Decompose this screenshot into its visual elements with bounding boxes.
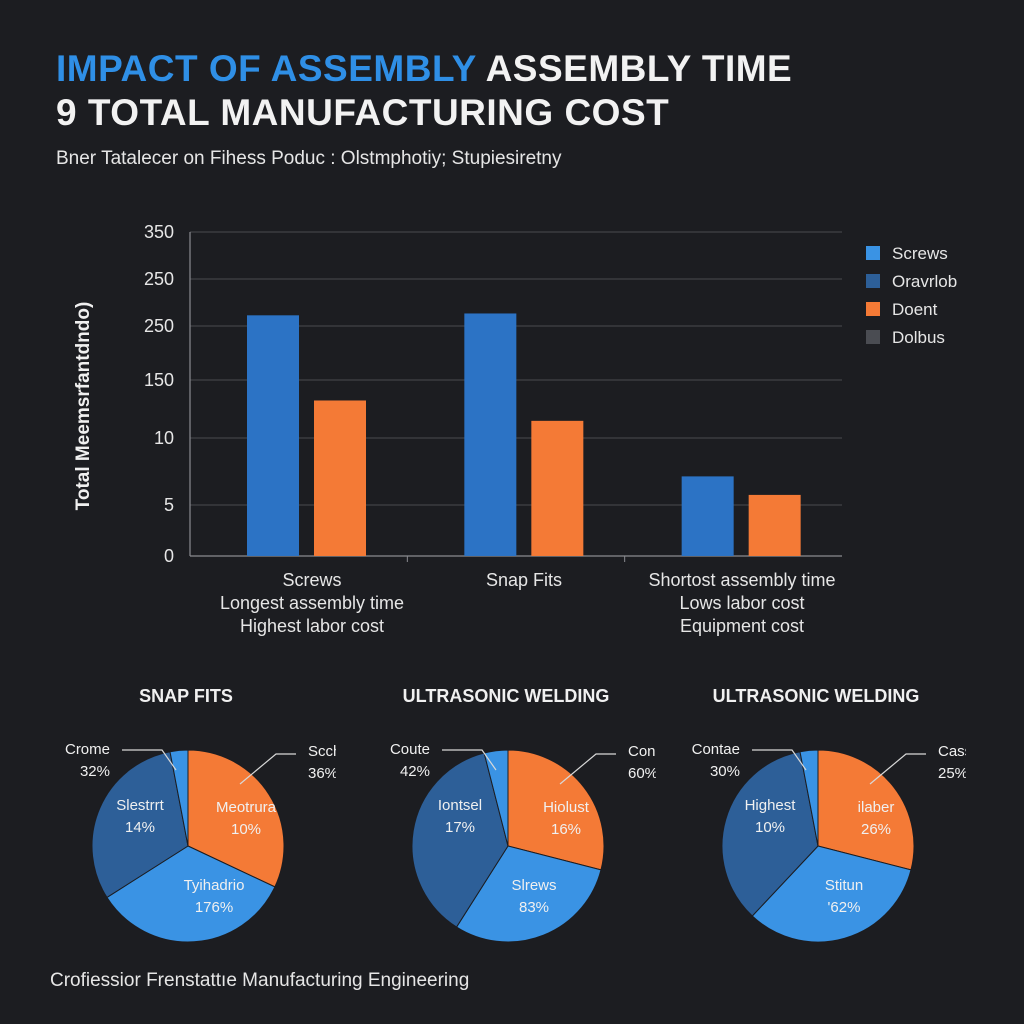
pie-inner-label: Slrews <box>511 877 556 894</box>
pie-title-1: SNAP FITS <box>139 686 233 706</box>
bar-screws-1 <box>247 315 299 556</box>
bar-doent-3 <box>748 494 801 556</box>
pie-chart-snap-fits: Scchns 36% Meotrura 10% Tyihadrio 176% Slestrr… <box>65 741 336 943</box>
pie-slice <box>169 749 189 847</box>
leader-line <box>122 749 177 771</box>
pie-outside-label: Coute <box>390 741 430 758</box>
pie-slice <box>751 845 912 943</box>
legend-swatch <box>866 246 880 260</box>
x-category-label: Lows labor cost <box>679 593 804 613</box>
pie-inner-pct: 83% <box>519 899 549 916</box>
pie-outside-pct: 42% <box>400 763 430 780</box>
pie-outside-pct: 36% <box>308 765 336 782</box>
legend-label: Screws <box>892 244 948 263</box>
y-tick-label: 5 <box>164 495 174 515</box>
chart-title-accent: IMPACT OF ASSEMBLY <box>56 48 477 89</box>
pie-outside-pct: 32% <box>80 763 110 780</box>
pie-outside-label: Condsls <box>628 743 656 760</box>
pie-slice <box>507 749 605 871</box>
pie-inner-pct: 16% <box>551 821 581 838</box>
pie-inner-label: ilaber <box>858 799 895 816</box>
pie-slice <box>721 751 819 917</box>
pie-inner-label: Hiolust <box>543 799 590 816</box>
bar-chart: 350 250 250 150 10 5 0 Total Meemsrfantdndo) Scr… <box>73 222 957 636</box>
bar-screws-2 <box>464 313 517 556</box>
pie-title-2: ULTRASONIC WELDING <box>402 686 610 706</box>
leader-line <box>869 753 926 785</box>
chart-title-line2: 9 TOTAL MANUFACTURING COST <box>56 92 670 133</box>
y-axis-label: Total Meemsrfantdndo) <box>73 302 94 511</box>
x-category-label: Screws <box>282 570 341 590</box>
pie-slice <box>187 749 285 888</box>
chart-title-rest: ASSEMBLY TIME <box>476 48 793 89</box>
pie-inner-label: Slestrrt <box>116 797 164 814</box>
pie-inner-pct: 176% <box>195 899 233 916</box>
pie-slice <box>411 752 509 928</box>
pie-title-3: ULTRASONIC WELDING <box>712 686 920 706</box>
x-category-label: Highest labor cost <box>240 616 384 636</box>
pie-outside-pct: 25% <box>938 765 966 782</box>
pie-outside-pct: 30% <box>710 763 740 780</box>
legend-swatch <box>866 302 880 316</box>
legend-label: Oravrlob <box>892 272 957 291</box>
legend-swatch <box>866 274 880 288</box>
pie-outside-label: Crome <box>65 741 110 758</box>
y-tick-label: 250 <box>144 269 174 289</box>
legend-swatch <box>866 330 880 344</box>
x-category-label: Shortost assembly time <box>648 570 835 590</box>
leader-line <box>239 753 296 785</box>
legend-label: Dolbus <box>892 328 945 347</box>
x-category-label: Equipment cost <box>680 616 804 636</box>
pie-outside-label: Contae <box>692 741 740 758</box>
x-category-label: Longest assembly time <box>220 593 404 613</box>
pie-outside-pct: 60% <box>628 765 656 782</box>
pie-slice <box>91 751 189 899</box>
chart-title-line1: IMPACT OF ASSEMBLY ASSEMBLY TIME <box>56 48 792 90</box>
bar-screws-3 <box>681 476 734 556</box>
y-tick-label: 0 <box>164 546 174 566</box>
pie-inner-label: Iontsel <box>438 797 482 814</box>
leader-line <box>442 749 497 771</box>
pie-slice <box>106 845 276 943</box>
legend-label: Doent <box>892 300 938 319</box>
x-category-label: Snap Fits <box>486 570 562 590</box>
pie-outside-label: Cass <box>938 743 966 760</box>
pie-inner-pct: 14% <box>125 819 155 836</box>
pie-inner-label: Stitun <box>825 877 863 894</box>
pie-inner-pct: 10% <box>755 819 785 836</box>
pie-chart-ultrasonic-welding-2: Cass 25% ilaber 26% Stitun '62% Highest 10% Cont… <box>692 741 966 943</box>
pie-slice <box>799 749 819 847</box>
y-tick-label: 350 <box>144 222 174 242</box>
pie-inner-pct: 10% <box>231 821 261 838</box>
pie-inner-label: Meotrura <box>216 799 277 816</box>
pie-inner-pct: 26% <box>861 821 891 838</box>
bar-doent-2 <box>531 420 584 556</box>
leader-line <box>752 749 807 771</box>
y-tick-label: 150 <box>144 370 174 390</box>
pie-inner-pct: '62% <box>828 899 861 916</box>
pie-inner-pct: 17% <box>445 819 475 836</box>
y-tick-label: 250 <box>144 316 174 336</box>
footer-credit: Crofiessior Frenstattıe Manufacturing En… <box>50 970 470 991</box>
pie-chart-ultrasonic-welding: Condsls 60% Hiolust 16% Slrews 83% Iontsel 17% C… <box>390 741 656 943</box>
pie-inner-label: Highest <box>745 797 797 814</box>
y-tick-label: 10 <box>154 428 174 448</box>
pie-slice <box>455 845 602 943</box>
pie-outside-label: Scchns <box>308 743 336 760</box>
leader-line <box>559 753 616 785</box>
bar-doent-1 <box>314 400 366 556</box>
pie-inner-label: Tyihadrio <box>184 877 245 894</box>
chart-subtitle: Bner Tatalecer on Fihess Poduc : Olstmph… <box>56 148 562 169</box>
pie-slice <box>817 749 915 871</box>
